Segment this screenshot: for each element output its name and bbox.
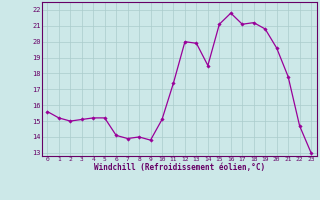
X-axis label: Windchill (Refroidissement éolien,°C): Windchill (Refroidissement éolien,°C): [94, 163, 265, 172]
